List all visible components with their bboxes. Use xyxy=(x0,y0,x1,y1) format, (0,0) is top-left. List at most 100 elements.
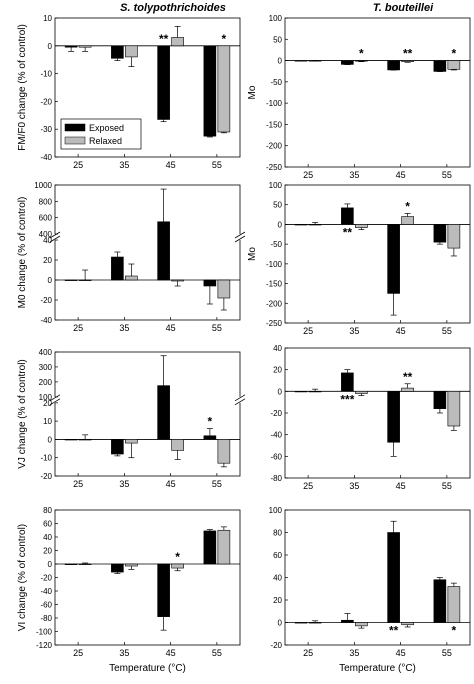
axes-frame xyxy=(54,184,241,321)
legend-swatch-relaxed xyxy=(64,136,86,145)
y-tick-label: 100 xyxy=(269,506,283,515)
bar-relaxed xyxy=(447,60,461,70)
x-tick-label: 45 xyxy=(396,170,406,180)
bar-exposed xyxy=(341,60,354,65)
axis-break-mask xyxy=(51,396,59,403)
bar-relaxed xyxy=(171,439,184,451)
x-tick-label: 35 xyxy=(119,648,129,658)
bar-exposed xyxy=(111,563,124,573)
bar-relaxed xyxy=(125,275,138,281)
bar-relaxed xyxy=(78,279,92,281)
bar-relaxed xyxy=(217,279,231,299)
significance-mark: ** xyxy=(159,32,169,46)
bar-exposed xyxy=(157,385,170,440)
bar-relaxed xyxy=(125,563,138,567)
bar-relaxed xyxy=(125,45,138,58)
bar-relaxed xyxy=(355,391,368,394)
significance-mark: * xyxy=(359,46,364,60)
bar-relaxed xyxy=(217,439,231,464)
x-tick-label: 45 xyxy=(166,479,176,489)
legend: Exposed Relaxed xyxy=(60,118,142,150)
y-tick-label: 400 xyxy=(39,348,53,357)
bar-exposed xyxy=(294,224,308,226)
y-tick-label: 100 xyxy=(39,393,53,402)
y-tick-label: -60 xyxy=(270,452,282,461)
bar-relaxed xyxy=(217,45,231,133)
legend-label-relaxed: Relaxed xyxy=(89,136,122,146)
significance-mark: ** xyxy=(389,624,399,638)
y-axis-label: VI change (% of control) xyxy=(17,524,28,631)
y-tick-label: 60 xyxy=(273,551,282,560)
axes-frame xyxy=(54,17,241,158)
bar-relaxed xyxy=(401,60,414,62)
x-tick-label: 25 xyxy=(303,648,313,658)
x-tick-label: 35 xyxy=(119,479,129,489)
axis-break-mark xyxy=(234,394,246,402)
column-title-right: T. bouteillei xyxy=(372,2,434,14)
legend-label-exposed: Exposed xyxy=(89,123,124,133)
x-tick-label: 25 xyxy=(303,326,313,336)
significance-mark: * xyxy=(208,414,213,428)
x-tick-label: 25 xyxy=(73,160,83,170)
y-tick-label: -10 xyxy=(40,70,52,79)
bar-exposed xyxy=(294,391,308,393)
y-tick-label: -200 xyxy=(266,142,283,151)
x-tick-label: 55 xyxy=(442,326,452,336)
y-tick-label: -20 xyxy=(40,97,52,106)
panel-d1: -120 -100 -80 -60 -40 -20 0 20 40 60 80 25 35 45 55 Tem… xyxy=(17,506,241,674)
bar-exposed xyxy=(64,45,78,48)
x-tick-label: 55 xyxy=(442,648,452,658)
bar-exposed xyxy=(433,60,447,72)
bar-exposed xyxy=(111,439,124,455)
bar-exposed xyxy=(433,391,447,409)
x-tick-label: 35 xyxy=(349,326,359,336)
y-tick-label: 100 xyxy=(269,14,283,23)
bar-exposed xyxy=(294,622,308,624)
x-axis-label: Temperature (°C) xyxy=(109,663,186,674)
x-tick-label: 25 xyxy=(303,481,313,491)
y-tick-label: 0 xyxy=(278,619,283,628)
y-tick-label: 100 xyxy=(269,181,283,190)
y-tick-label: 10 xyxy=(43,14,52,23)
x-tick-label: 25 xyxy=(73,323,83,333)
significance-mark: * xyxy=(452,624,457,638)
x-tick-label: 45 xyxy=(396,326,406,336)
bar-relaxed xyxy=(171,279,184,282)
x-axis-label: Temperature (°C) xyxy=(339,663,416,674)
bar-relaxed xyxy=(308,224,322,226)
y-tick-label: -40 xyxy=(40,587,52,596)
y-tick-label: -100 xyxy=(266,260,283,269)
y-tick-label: 0 xyxy=(48,435,53,444)
y-tick-label: -20 xyxy=(40,296,52,305)
axis-break-mark xyxy=(234,231,246,239)
y-tick-label: -50 xyxy=(270,78,282,87)
bar-exposed xyxy=(111,45,124,59)
x-tick-label: 45 xyxy=(396,481,406,491)
y-tick-label: 0 xyxy=(48,276,53,285)
panel-d2: -20 0 20 40 60 80 100 25 35 45 55 Temperature (°C) *… xyxy=(269,506,471,674)
bar-relaxed xyxy=(355,224,368,228)
y-axis-label: Mo xyxy=(247,85,258,99)
y-tick-label: -150 xyxy=(266,280,283,289)
y-tick-label: -80 xyxy=(270,474,282,483)
y-tick-label: -120 xyxy=(36,641,53,650)
x-tick-label: 45 xyxy=(166,323,176,333)
y-axis-label: M0 change (% of control) xyxy=(17,197,28,309)
y-tick-label: 600 xyxy=(39,214,53,223)
bar-exposed xyxy=(203,435,217,440)
x-tick-label: 35 xyxy=(119,160,129,170)
axis-break-mark xyxy=(49,235,61,243)
y-tick-label: 0 xyxy=(278,57,283,66)
y-tick-label: 80 xyxy=(273,529,282,538)
significance-mark: *** xyxy=(340,392,354,406)
y-tick-label: -100 xyxy=(266,99,283,108)
significance-mark: ** xyxy=(403,370,413,384)
significance-mark: ** xyxy=(403,47,413,61)
bar-exposed xyxy=(387,60,400,71)
y-tick-label: -250 xyxy=(266,163,283,172)
bar-relaxed xyxy=(78,45,92,48)
x-tick-label: 55 xyxy=(212,479,222,489)
y-tick-label: -20 xyxy=(40,472,52,481)
y-tick-label: 40 xyxy=(273,574,282,583)
